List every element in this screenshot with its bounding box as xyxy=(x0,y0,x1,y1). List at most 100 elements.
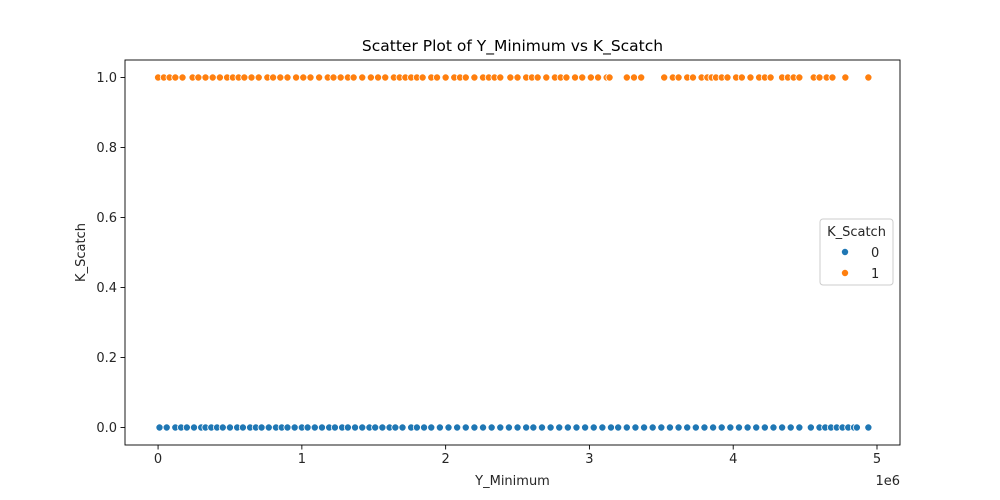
point-series-1 xyxy=(737,73,746,82)
point-series-0 xyxy=(795,423,804,432)
point-series-1 xyxy=(269,73,278,82)
point-series-1 xyxy=(533,73,542,82)
point-series-0 xyxy=(760,423,769,432)
point-series-1 xyxy=(336,73,345,82)
point-series-0 xyxy=(504,423,513,432)
point-series-1 xyxy=(276,73,285,82)
point-series-1 xyxy=(441,73,450,82)
point-series-0 xyxy=(622,423,631,432)
point-series-0 xyxy=(343,423,352,432)
point-series-0 xyxy=(351,423,360,432)
point-series-0 xyxy=(529,423,538,432)
x-axis: 0 1 2 3 4 5 xyxy=(154,445,881,467)
point-series-0 xyxy=(461,423,470,432)
point-series-1 xyxy=(496,73,505,82)
point-series-0 xyxy=(522,423,531,432)
point-series-1 xyxy=(506,73,515,82)
y-tick-label: 0.6 xyxy=(96,211,117,226)
point-series-1 xyxy=(571,73,580,82)
point-series-0 xyxy=(427,423,436,432)
x-tick-label: 2 xyxy=(441,452,449,467)
point-series-1 xyxy=(622,73,631,82)
point-series-0 xyxy=(317,423,326,432)
point-series-1 xyxy=(171,73,180,82)
point-series-0 xyxy=(769,423,778,432)
plot-area xyxy=(125,60,900,445)
point-series-0 xyxy=(589,423,598,432)
point-series-1 xyxy=(542,73,551,82)
point-series-0 xyxy=(330,423,339,432)
point-series-1 xyxy=(178,73,187,82)
point-series-0 xyxy=(310,423,319,432)
point-series-0 xyxy=(218,423,227,432)
legend-label-0: 0 xyxy=(871,246,879,261)
legend: K_Scatch 0 1 xyxy=(819,218,894,286)
point-series-0 xyxy=(487,423,496,432)
point-series-0 xyxy=(303,423,312,432)
point-series-0 xyxy=(752,423,761,432)
point-series-1 xyxy=(306,73,315,82)
point-series-0 xyxy=(470,423,479,432)
point-series-0 xyxy=(581,423,590,432)
point-series-1 xyxy=(208,73,217,82)
point-series-0 xyxy=(182,423,191,432)
point-series-1 xyxy=(247,73,256,82)
point-series-1 xyxy=(578,73,587,82)
point-series-1 xyxy=(358,73,367,82)
point-series-0 xyxy=(190,423,199,432)
point-series-1 xyxy=(594,73,603,82)
y-tick-label: 0.0 xyxy=(96,421,117,436)
point-series-1 xyxy=(470,73,479,82)
point-series-0 xyxy=(283,423,292,432)
point-series-0 xyxy=(238,423,247,432)
point-series-0 xyxy=(537,423,546,432)
point-series-0 xyxy=(444,423,453,432)
point-series-0 xyxy=(555,423,564,432)
point-series-1 xyxy=(349,73,358,82)
x-tick-label: 5 xyxy=(873,452,881,467)
legend-box xyxy=(819,218,894,286)
point-series-1 xyxy=(688,73,697,82)
point-series-1 xyxy=(513,73,522,82)
point-series-0 xyxy=(290,423,299,432)
point-series-0 xyxy=(479,423,488,432)
point-series-0 xyxy=(412,423,421,432)
points-layer xyxy=(154,73,873,432)
y-tick-label: 0.2 xyxy=(96,351,117,366)
point-series-0 xyxy=(572,423,581,432)
point-series-0 xyxy=(691,423,700,432)
point-series-0 xyxy=(726,423,735,432)
y-axis: 0.0 0.2 0.4 0.6 0.8 1.0 xyxy=(96,71,125,436)
y-tick-label: 0.8 xyxy=(96,141,117,156)
chart-title: Scatter Plot of Y_Minimum vs K_Scatch xyxy=(362,37,663,56)
point-series-0 xyxy=(743,423,752,432)
point-series-1 xyxy=(864,73,873,82)
point-series-0 xyxy=(398,423,407,432)
point-series-0 xyxy=(162,423,171,432)
point-series-0 xyxy=(734,423,743,432)
point-series-1 xyxy=(254,73,263,82)
legend-title: K_Scatch xyxy=(827,225,886,240)
point-series-0 xyxy=(674,423,683,432)
point-series-0 xyxy=(631,423,640,432)
point-series-0 xyxy=(806,423,815,432)
point-series-0 xyxy=(513,423,522,432)
y-axis-title: K_Scatch xyxy=(74,223,89,282)
point-series-1 xyxy=(674,73,683,82)
point-series-0 xyxy=(778,423,787,432)
point-series-0 xyxy=(453,423,462,432)
point-series-0 xyxy=(496,423,505,432)
point-series-1 xyxy=(586,73,595,82)
point-series-0 xyxy=(378,423,387,432)
point-series-0 xyxy=(546,423,555,432)
point-series-0 xyxy=(606,423,615,432)
point-series-1 xyxy=(766,73,775,82)
x-tick-label: 0 xyxy=(154,452,162,467)
point-series-1 xyxy=(461,73,470,82)
point-series-1 xyxy=(605,73,614,82)
point-series-1 xyxy=(815,73,824,82)
point-series-0 xyxy=(598,423,607,432)
point-series-1 xyxy=(637,73,646,82)
plot-frame xyxy=(124,59,901,446)
point-series-0 xyxy=(709,423,718,432)
